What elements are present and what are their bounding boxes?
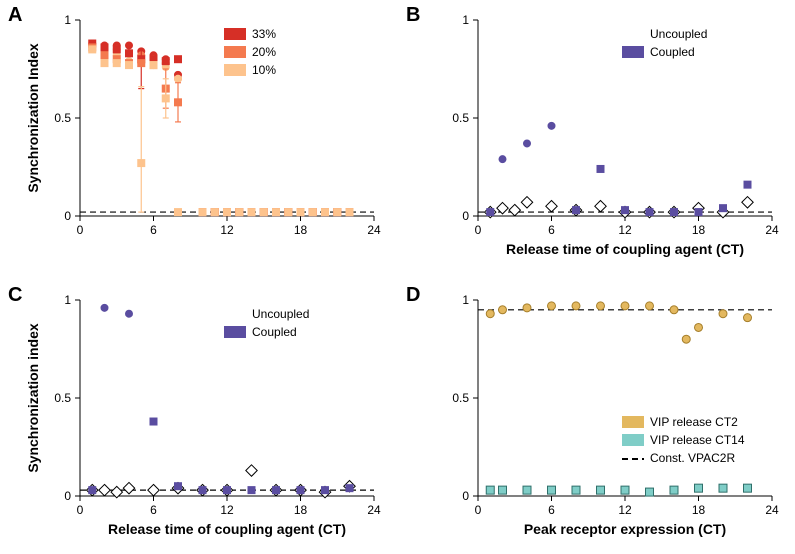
series (89, 44, 353, 216)
x-axis-label: Peak receptor expression (CT) (524, 521, 726, 537)
svg-text:24: 24 (765, 223, 779, 237)
legend-label: Coupled (650, 45, 695, 59)
series (101, 304, 133, 317)
legend-label: 33% (252, 27, 276, 41)
chart-B: 0 6 12 18 24 0 0.5 1 Release time of coupling ag… (420, 10, 780, 260)
svg-text:0.5: 0.5 (452, 391, 469, 405)
series (499, 122, 555, 162)
svg-text:0: 0 (64, 489, 71, 503)
legend-label: 10% (252, 63, 276, 77)
svg-text:0: 0 (64, 209, 71, 223)
svg-text:0: 0 (462, 209, 469, 223)
x-axis-label: Release time of coupling agent (CT) (108, 521, 346, 537)
svg-text:1: 1 (462, 13, 469, 27)
svg-text:24: 24 (367, 223, 381, 237)
svg-text:1: 1 (64, 293, 71, 307)
svg-text:0: 0 (475, 223, 482, 237)
svg-text:18: 18 (692, 503, 706, 517)
panel-D: D0612182400.51Peak receptor expression (… (420, 290, 780, 540)
svg-text:0.5: 0.5 (54, 111, 71, 125)
panel-label-B: B (406, 4, 420, 27)
chart-D: 0 6 12 18 24 0 0.5 1 Peak receptor expression (C… (420, 290, 780, 540)
legend: 33% 20% 10% (224, 27, 276, 77)
panel-label-D: D (406, 284, 420, 307)
panel-C: C0612182400.51Release time of coupling a… (22, 290, 382, 540)
chart-A: 0 6 12 18 24 0 0.5 1 Synchronization Index 33% 20%… (22, 10, 382, 260)
svg-text:6: 6 (548, 223, 555, 237)
legend-label: Const. VPAC2R (650, 451, 735, 465)
svg-text:0: 0 (462, 489, 469, 503)
panel-B: B0612182400.51Release time of coupling a… (420, 10, 780, 260)
panel-label-A: A (8, 4, 22, 27)
legend: Uncoupled Coupled (622, 27, 707, 59)
svg-text:1: 1 (64, 13, 71, 27)
y-axis-label: Synchronization index (25, 323, 41, 473)
legend-label: Coupled (252, 325, 297, 339)
svg-text:18: 18 (294, 223, 308, 237)
legend-label: Uncoupled (252, 307, 309, 321)
panel-label-C: C (8, 284, 22, 307)
svg-text:6: 6 (548, 503, 555, 517)
svg-text:1: 1 (462, 293, 469, 307)
svg-text:12: 12 (220, 503, 234, 517)
y-axis-label: Synchronization Index (25, 43, 41, 193)
svg-text:6: 6 (150, 503, 157, 517)
svg-text:0: 0 (77, 503, 84, 517)
svg-text:12: 12 (220, 223, 234, 237)
series (486, 484, 751, 496)
series (89, 46, 353, 216)
chart-C: 0 6 12 18 24 0 0.5 1 Release time of coupling ag… (22, 290, 382, 540)
svg-text:12: 12 (618, 223, 632, 237)
svg-text:6: 6 (150, 223, 157, 237)
svg-text:24: 24 (367, 503, 381, 517)
series (89, 418, 353, 494)
legend-label: VIP release CT14 (650, 433, 745, 447)
legend-label: 20% (252, 45, 276, 59)
svg-text:0: 0 (475, 503, 482, 517)
legend-label: Uncoupled (650, 27, 707, 41)
svg-text:18: 18 (294, 503, 308, 517)
series (87, 465, 356, 498)
svg-text:12: 12 (618, 503, 632, 517)
series (485, 197, 754, 218)
svg-text:0.5: 0.5 (452, 111, 469, 125)
svg-text:0: 0 (77, 223, 84, 237)
svg-text:24: 24 (765, 503, 779, 517)
svg-text:0.5: 0.5 (54, 391, 71, 405)
legend: Uncoupled Coupled (224, 307, 309, 339)
panel-A: A0612182400.51Synchronization Index33%20… (22, 10, 382, 260)
legend-label: VIP release CT2 (650, 415, 738, 429)
x-axis-label: Release time of coupling agent (CT) (506, 241, 744, 257)
series (486, 302, 751, 343)
svg-text:18: 18 (692, 223, 706, 237)
legend: VIP release CT2 VIP release CT14 Const. VP… (622, 415, 745, 465)
